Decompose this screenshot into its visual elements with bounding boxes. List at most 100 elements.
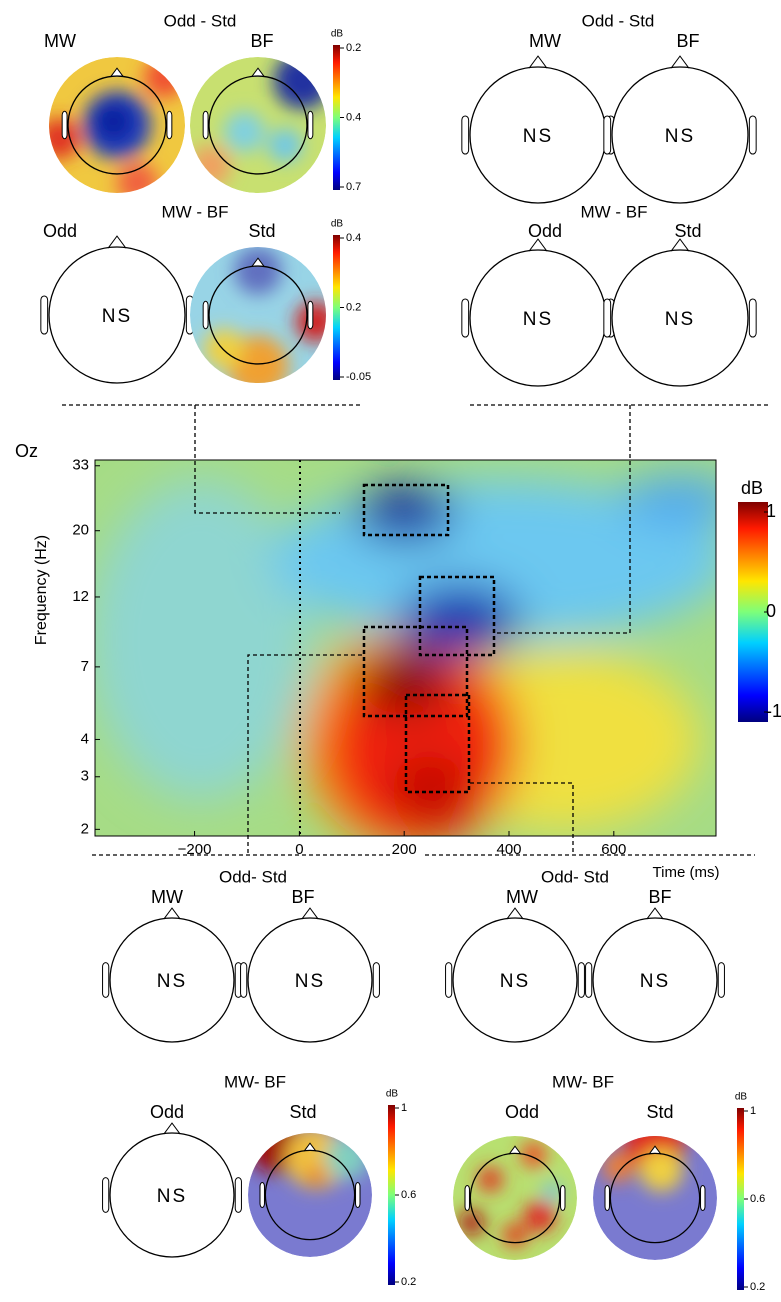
head-label: MW <box>151 887 183 907</box>
nose <box>528 55 548 69</box>
nose <box>528 238 548 252</box>
ear <box>102 1177 110 1213</box>
topomap: NS <box>461 55 615 204</box>
ear <box>259 1182 265 1208</box>
y-tick-label: 3 <box>81 768 89 785</box>
map-blob <box>268 128 303 163</box>
colorbar-tick-label: 0.2 <box>346 301 361 313</box>
ear <box>240 962 248 998</box>
connector <box>470 782 574 855</box>
head-label: Std <box>248 221 275 241</box>
colorbar-unit: dB <box>735 1092 748 1103</box>
head-outline <box>109 1132 235 1258</box>
map-blob <box>224 111 265 153</box>
map-blob <box>273 57 326 110</box>
map-blob <box>285 1133 348 1189</box>
ear <box>40 295 49 335</box>
ns-label: NS <box>523 126 553 147</box>
head-outline <box>247 917 373 1043</box>
row-title: Odd- Std <box>541 867 609 886</box>
ear <box>603 298 612 338</box>
colorbar-tick-label: 0.4 <box>346 111 361 123</box>
map-blob <box>477 1167 503 1192</box>
nose <box>163 907 181 920</box>
head-outline <box>611 66 749 204</box>
nose <box>508 1145 522 1155</box>
head-label: BF <box>291 887 314 907</box>
head-face <box>110 1133 234 1257</box>
row-title: MW - BF <box>580 202 647 221</box>
head-outline <box>469 1152 561 1244</box>
map-blob <box>325 1136 369 1180</box>
head-label: MW <box>529 31 561 51</box>
window-box <box>362 483 450 537</box>
map-blob <box>542 1182 562 1202</box>
row-title: MW - BF <box>161 202 228 221</box>
head-label: Odd <box>43 221 77 241</box>
x-tick-label: 400 <box>496 841 521 858</box>
map-blob <box>234 247 282 295</box>
map-blob <box>308 1168 324 1184</box>
colorbar <box>333 235 340 380</box>
topomap <box>593 1136 717 1260</box>
map-blob <box>459 1210 484 1236</box>
topomap <box>190 247 326 383</box>
colorbar-tick-label: 0.6 <box>401 1189 416 1201</box>
nose <box>251 67 265 78</box>
ns-label: NS <box>665 126 695 147</box>
head-outline <box>48 246 186 384</box>
ns-label: NS <box>157 1186 187 1207</box>
map-field <box>248 1133 372 1257</box>
colorbar-tick-label: 0.2 <box>401 1276 416 1288</box>
ear <box>355 1182 361 1208</box>
blob <box>620 475 716 525</box>
colorbar-tick-label: 0.4 <box>346 232 361 244</box>
colorbar-tick-label: 1 <box>766 501 776 521</box>
head-outline <box>67 75 167 175</box>
ear <box>102 962 110 998</box>
head-label: MW <box>44 31 76 51</box>
colorbar-tick-label: 0.7 <box>346 181 361 193</box>
topomap: NS <box>603 55 757 204</box>
topomap: NS <box>603 238 757 387</box>
map-blob <box>524 1201 556 1233</box>
map-blob <box>602 1151 634 1183</box>
nose <box>110 67 124 78</box>
nose <box>251 257 265 268</box>
head-face <box>248 918 372 1042</box>
nose <box>670 55 690 69</box>
colorbar <box>388 1105 395 1285</box>
colorbar-label: dB <box>741 478 763 498</box>
nose <box>646 907 664 920</box>
ear <box>445 962 453 998</box>
ns-label: NS <box>665 309 695 330</box>
y-tick-label: 4 <box>81 730 89 747</box>
topomap <box>190 57 326 193</box>
row-title: MW- BF <box>224 1072 286 1091</box>
y-axis-label: Frequency (Hz) <box>33 535 50 645</box>
map-blob <box>190 145 231 187</box>
ns-label: NS <box>102 306 132 327</box>
row-title: Odd - Std <box>582 11 655 30</box>
ear <box>234 1177 242 1213</box>
ns-label: NS <box>500 971 530 992</box>
row-title: Odd - Std <box>164 11 237 30</box>
x-tick-label: 600 <box>601 841 626 858</box>
y-tick-label: 12 <box>72 588 89 605</box>
head-outline <box>208 265 308 365</box>
nose <box>648 1145 662 1155</box>
nose <box>506 907 524 920</box>
head-face <box>470 250 606 386</box>
x-axis-label: Time (ms) <box>653 864 720 881</box>
y-tick-label: 33 <box>72 457 89 474</box>
x-tick-label: 0 <box>295 841 303 858</box>
blob <box>400 584 520 656</box>
head-label: MW <box>506 887 538 907</box>
head-label: Std <box>289 1102 316 1122</box>
head-label: BF <box>648 887 671 907</box>
colorbar-unit: dB <box>331 219 344 230</box>
ear <box>202 110 209 140</box>
topomap: NS <box>240 907 380 1043</box>
colorbar <box>738 502 768 722</box>
blob <box>390 755 470 825</box>
